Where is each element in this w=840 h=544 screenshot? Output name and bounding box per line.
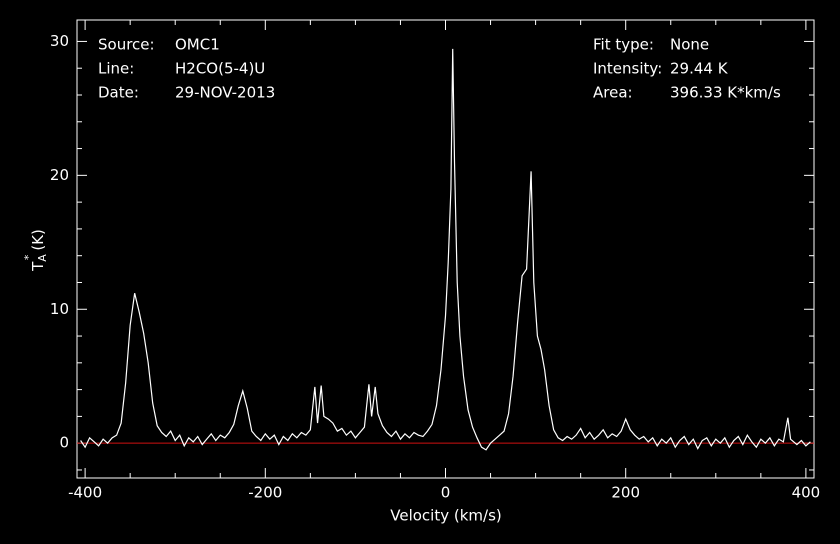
x-tick-label: -200	[248, 484, 282, 502]
y-label-sub: A	[36, 254, 49, 262]
info-value: H2CO(5-4)U	[175, 60, 265, 78]
y-label-sup: *	[22, 254, 35, 260]
info-label: Line:	[98, 60, 134, 78]
y-label-unit: (K)	[29, 229, 47, 251]
fit-label: Intensity:	[593, 60, 662, 78]
fit-label: Area:	[593, 84, 633, 102]
info-value: 29-NOV-2013	[175, 84, 275, 102]
y-tick-label: 20	[50, 166, 69, 184]
info-label: Date:	[98, 84, 139, 102]
y-label-base: T	[29, 261, 47, 272]
fit-label: Fit type:	[593, 36, 654, 54]
fit-value: None	[670, 36, 709, 54]
fit-value: 29.44 K	[670, 60, 729, 78]
info-value: OMC1	[175, 36, 220, 54]
y-tick-label: 0	[59, 434, 69, 452]
fit-value: 396.33 K*km/s	[670, 84, 781, 102]
x-axis-label: Velocity (km/s)	[390, 507, 501, 525]
x-tick-label: 400	[792, 484, 821, 502]
spectrum-line	[80, 48, 811, 451]
y-tick-label: 30	[50, 32, 69, 50]
info-label: Source:	[98, 36, 155, 54]
x-tick-label: 0	[441, 484, 451, 502]
x-tick-label: 200	[611, 484, 640, 502]
x-tick-label: -400	[68, 484, 102, 502]
y-tick-label: 10	[50, 300, 69, 318]
y-axis-label: TA* (K)	[22, 229, 49, 272]
